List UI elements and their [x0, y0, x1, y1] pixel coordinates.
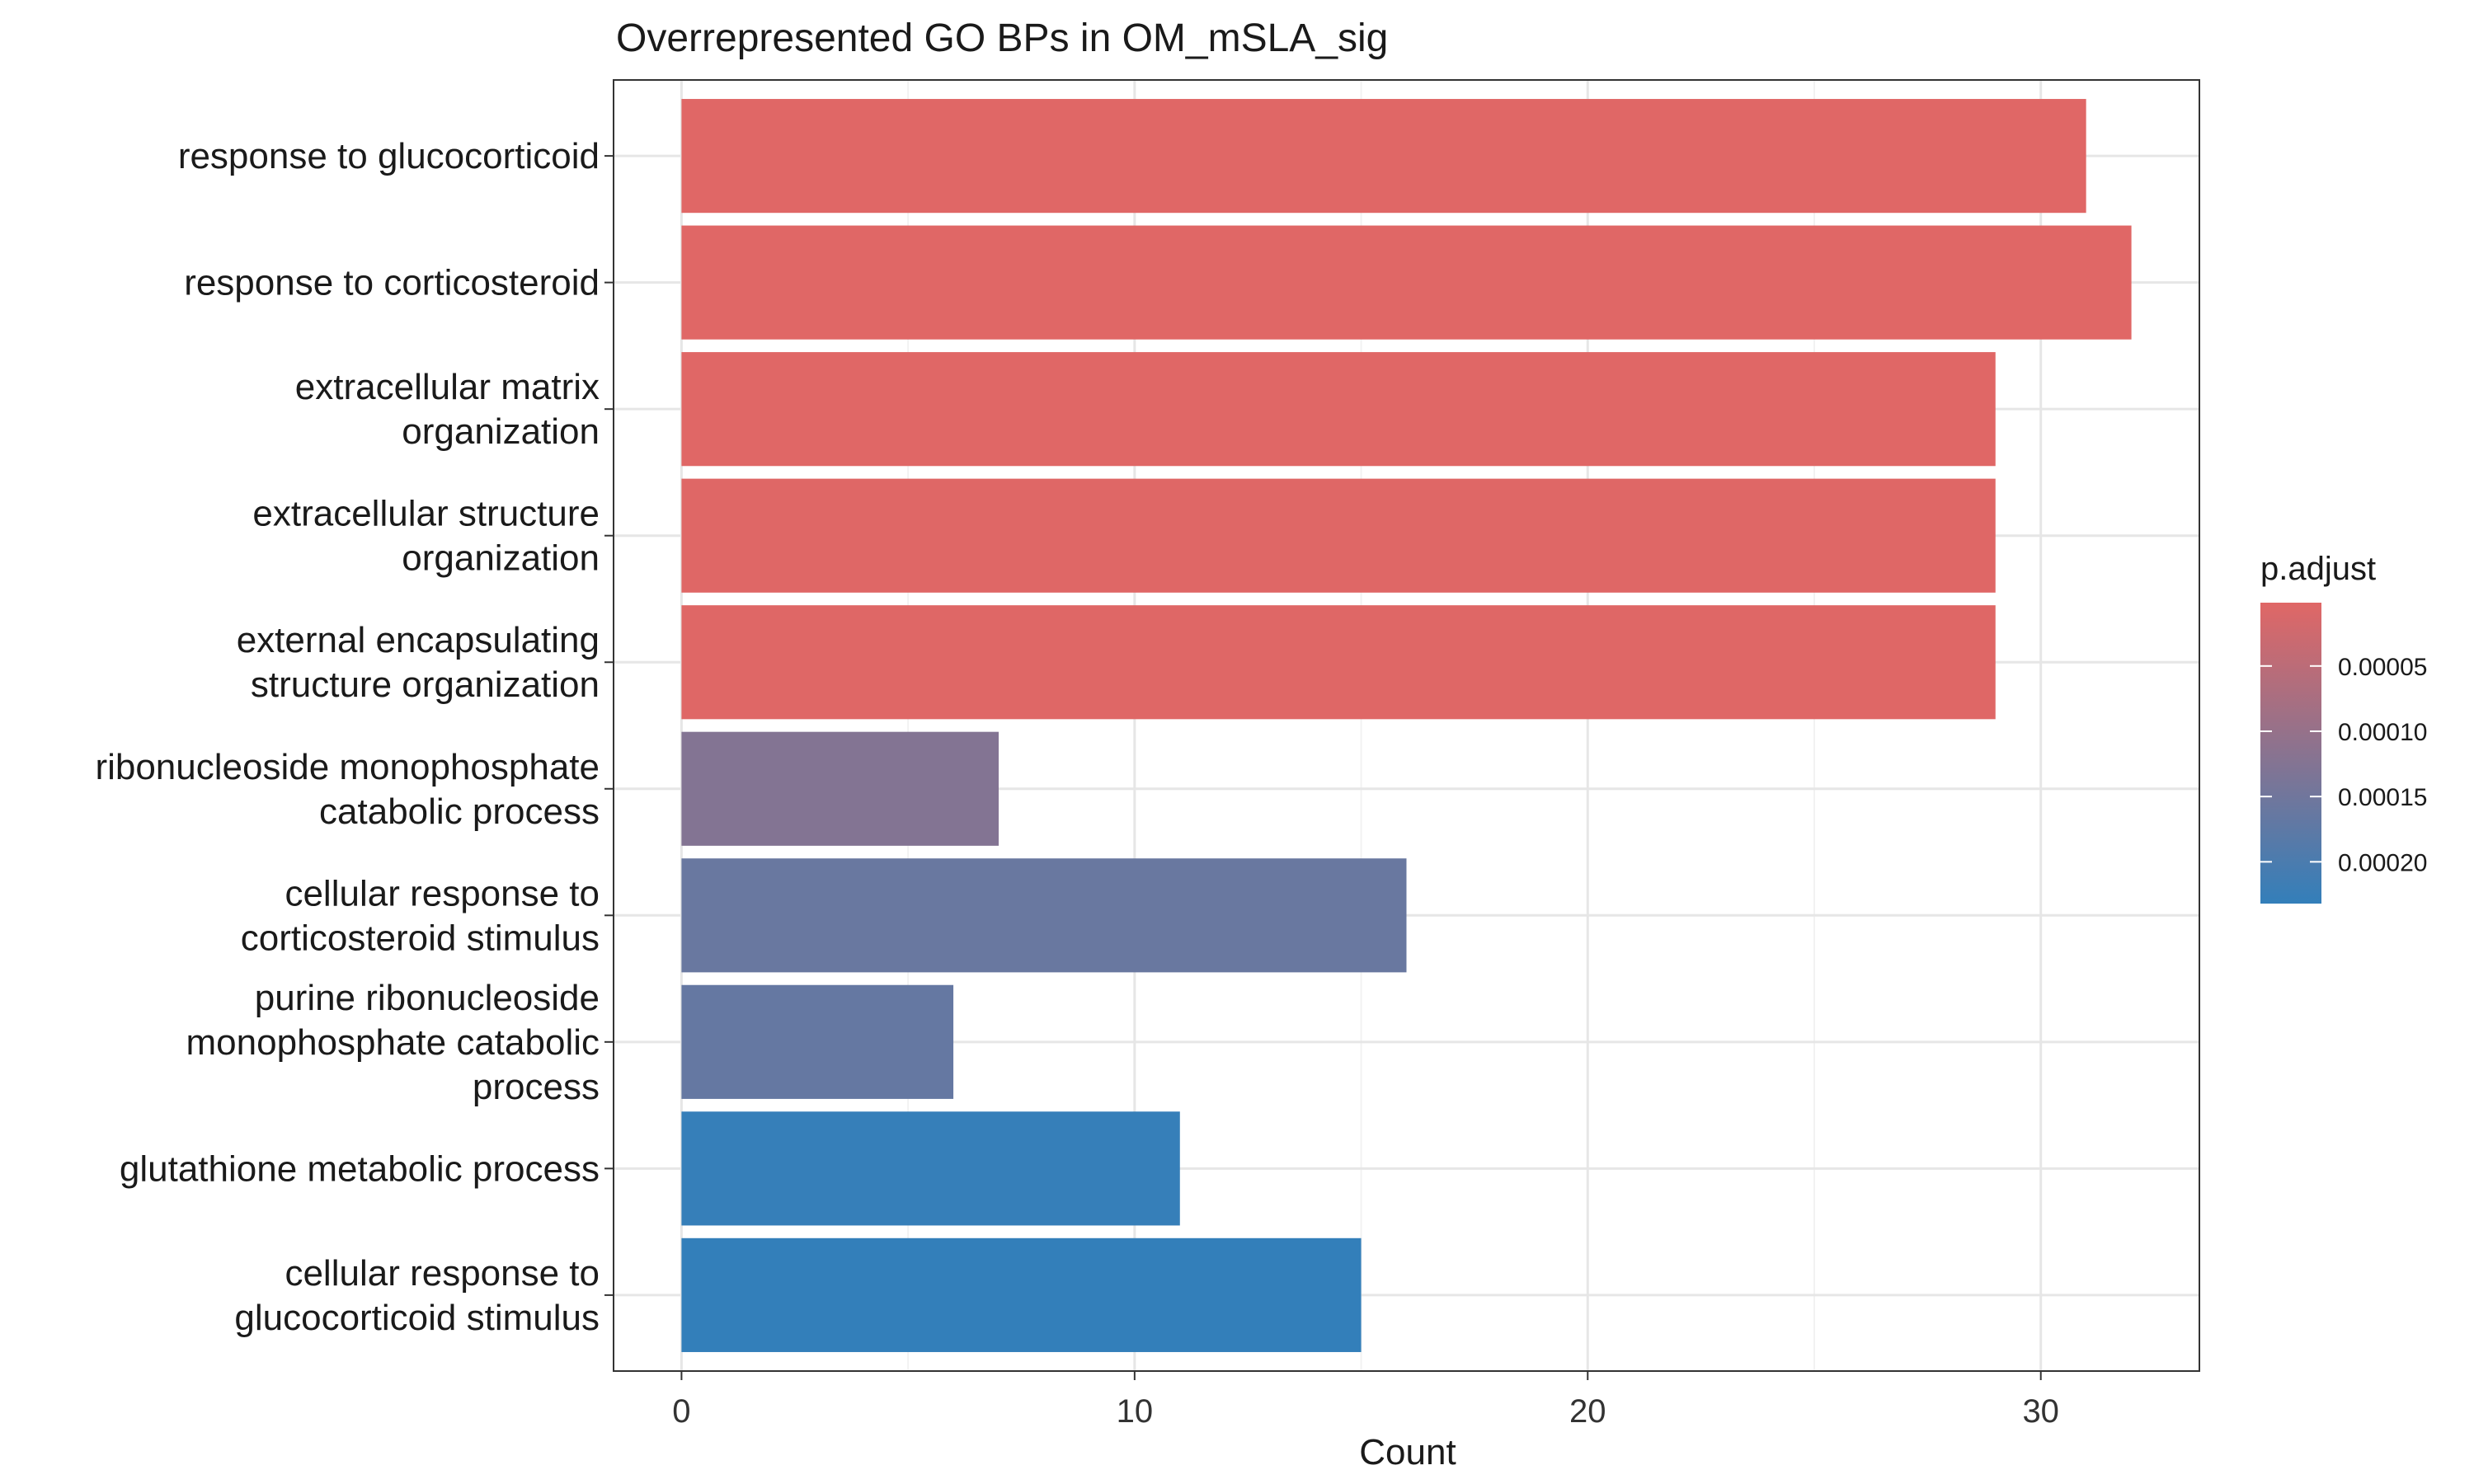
legend-tick-label: 0.00010	[2338, 719, 2427, 746]
legend-tick-label: 0.00015	[2338, 784, 2427, 811]
x-axis: 0 10 20 30	[672, 1371, 2059, 1430]
bar	[681, 731, 999, 846]
category-label: response to corticosteroid	[184, 263, 600, 303]
legend-title: p.adjust	[2260, 551, 2376, 587]
bar	[681, 1111, 1180, 1226]
x-tick-label: 0	[672, 1393, 690, 1430]
bar	[681, 984, 954, 1099]
category-label: external encapsulating structure organiza…	[237, 620, 600, 705]
legend-tick-label: 0.00005	[2338, 654, 2427, 681]
legend-tick-label: 0.00020	[2338, 849, 2427, 876]
category-labels: response to glucocorticoid response to co…	[95, 136, 614, 1338]
category-label: cellular response to corticosteroid stimu…	[241, 873, 600, 958]
bars	[681, 99, 2132, 1352]
bar	[681, 605, 1996, 720]
category-label: ribonucleoside monophosphate catabolic pr…	[95, 747, 600, 832]
plot-panel-border	[613, 79, 2200, 1372]
legend-colorbar	[2260, 603, 2321, 904]
bar	[681, 352, 1996, 467]
category-label: purine ribonucleoside monophosphate catab…	[186, 978, 600, 1107]
x-tick-label: 20	[1569, 1393, 1606, 1430]
category-label: glutathione metabolic process	[120, 1148, 600, 1189]
x-axis-title: Count	[1359, 1432, 1456, 1472]
bar	[681, 225, 2132, 340]
bar	[681, 99, 2086, 214]
bar	[681, 1237, 1362, 1352]
category-label: extracellular structure organization	[252, 494, 600, 579]
bar	[681, 478, 1996, 593]
legend: p.adjust 0.00005 0.00010 0.00015 0.00020	[2260, 551, 2427, 904]
x-tick-label: 30	[2022, 1393, 2059, 1430]
category-label: extracellular matrix organization	[295, 367, 600, 452]
category-label: cellular response to glucocorticoid stimu…	[234, 1253, 600, 1338]
bar	[681, 858, 1407, 973]
category-label: response to glucocorticoid	[178, 136, 600, 176]
x-tick-label: 10	[1117, 1393, 1154, 1430]
chart-title: Overrepresented GO BPs in OM_mSLA_sig	[616, 16, 1388, 60]
